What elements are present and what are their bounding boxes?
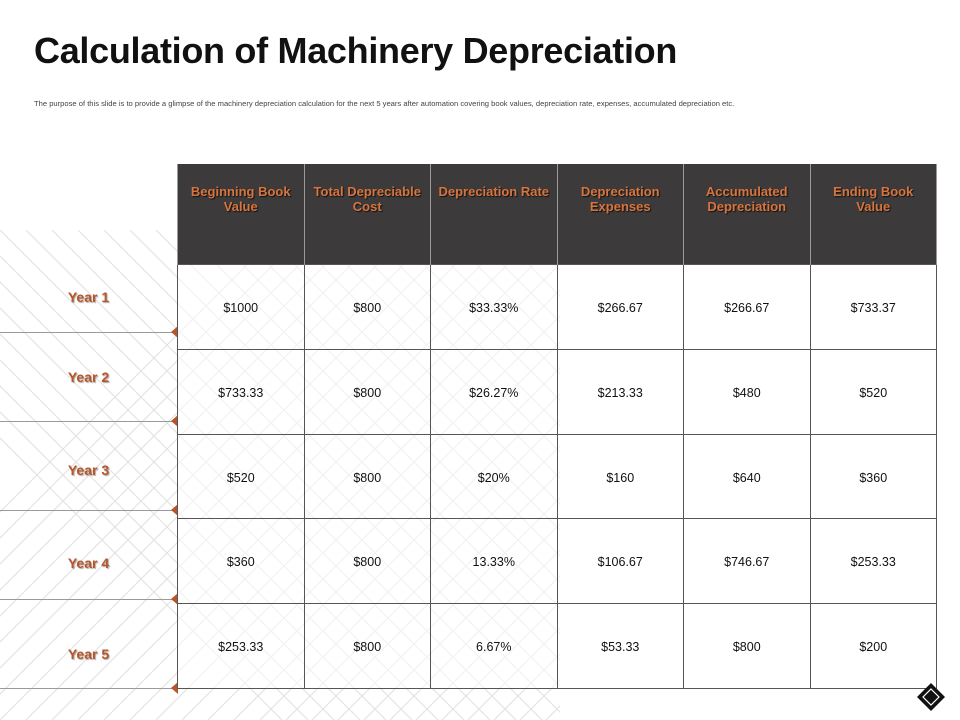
row-label-year-2: Year 2: [67, 369, 110, 385]
table-cell: $800: [303, 518, 431, 605]
table-cell: $20%: [430, 433, 558, 520]
row-marker-icon: [171, 593, 178, 605]
table-cell: $800: [303, 348, 431, 435]
table-cell: $746.67: [683, 518, 811, 605]
table-cell: $53.33: [556, 603, 684, 689]
row-label-year-4: Year 4: [67, 555, 110, 571]
table-row: $520 $800 $20% $160 $640 $360: [177, 433, 937, 520]
depreciation-table: Beginning Book Value Total Depreciable C…: [177, 164, 937, 689]
table-cell: $160: [556, 433, 684, 520]
table-cell: $360: [177, 518, 305, 605]
table-cell: $33.33%: [430, 264, 558, 350]
table-row: $360 $800 13.33% $106.67 $746.67 $253.33: [177, 518, 937, 605]
table-cell: 13.33%: [430, 518, 558, 605]
row-label-year-3: Year 3: [67, 462, 110, 478]
table-cell: $266.67: [683, 264, 811, 350]
table-cell: $800: [303, 433, 431, 520]
table-cell: $1000: [177, 264, 305, 350]
table-cell: 6.67%: [430, 603, 558, 689]
row-marker-icon: [171, 415, 178, 427]
row-separator: [0, 599, 177, 600]
diamond-nav-icon[interactable]: [916, 682, 946, 712]
row-separator: [0, 421, 177, 422]
table-cell: $106.67: [556, 518, 684, 605]
row-separator: [0, 510, 177, 511]
table-header-row: Beginning Book Value Total Depreciable C…: [177, 164, 937, 265]
page-subtitle: The purpose of this slide is to provide …: [34, 99, 735, 108]
table-cell: $520: [177, 433, 305, 520]
table-row: $733.33 $800 $26.27% $213.33 $480 $520: [177, 348, 937, 435]
table-row: $253.33 $800 6.67% $53.33 $800 $200: [177, 603, 937, 689]
table-cell: $266.67: [556, 264, 684, 350]
table-cell: $800: [303, 603, 431, 689]
row-label-year-1: Year 1: [67, 289, 110, 305]
table-cell: $26.27%: [430, 348, 558, 435]
column-header: Depreciation Expenses: [556, 164, 684, 265]
table-cell: $480: [683, 348, 811, 435]
table-cell: $520: [809, 348, 937, 435]
column-header: Depreciation Rate: [430, 164, 558, 265]
table-cell: $360: [809, 433, 937, 520]
column-header: Beginning Book Value: [177, 164, 305, 265]
column-header: Accumulated Depreciation: [683, 164, 811, 265]
table-cell: $800: [303, 264, 431, 350]
table-cell: $733.33: [177, 348, 305, 435]
column-header: Ending Book Value: [809, 164, 937, 265]
table-cell: $800: [683, 603, 811, 689]
table-cell: $640: [683, 433, 811, 520]
row-separator: [0, 332, 177, 333]
row-marker-icon: [171, 326, 178, 338]
table-cell: $253.33: [177, 603, 305, 689]
table-row: $1000 $800 $33.33% $266.67 $266.67 $733.…: [177, 264, 937, 350]
row-marker-icon: [171, 504, 178, 516]
row-label-year-5: Year 5: [67, 646, 110, 662]
table-cell: $253.33: [809, 518, 937, 605]
row-marker-icon: [171, 682, 178, 694]
table-cell: $733.37: [809, 264, 937, 350]
row-separator: [0, 688, 177, 689]
page-title: Calculation of Machinery Depreciation: [34, 30, 678, 71]
column-header: Total Depreciable Cost: [303, 164, 431, 265]
table-cell: $213.33: [556, 348, 684, 435]
table-cell: $200: [809, 603, 937, 689]
